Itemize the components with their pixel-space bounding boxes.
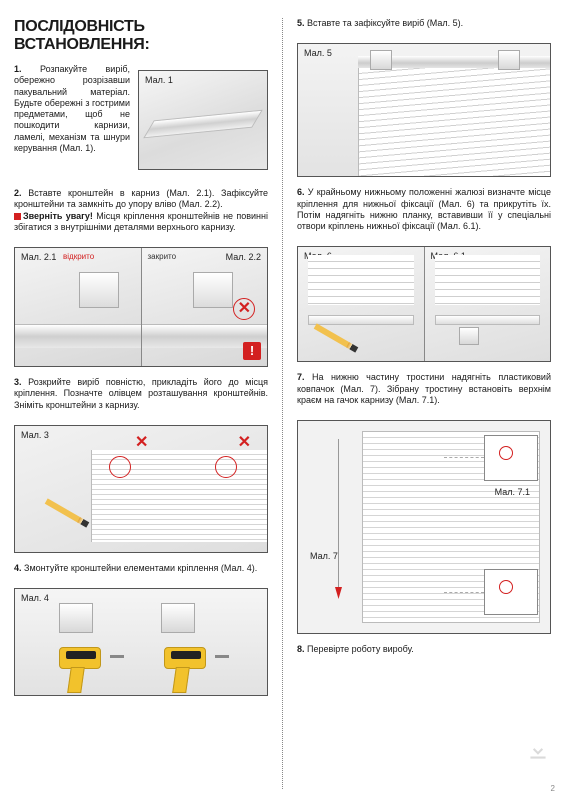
step-5: 5. Вставте та зафіксуйте виріб (Мал. 5). (297, 18, 551, 29)
fig6-bar-a (308, 315, 414, 325)
figure-2-2: закрито Мал. 2.2 ✕ ! (141, 248, 268, 366)
step-4-num: 4. (14, 563, 22, 573)
figure-6-b: Мал. 6.1 (424, 247, 551, 361)
page-title: ПОСЛІДОВНІСТЬ ВСТАНОВЛЕННЯ: (14, 18, 268, 54)
fig7-zoom-bottom (484, 569, 538, 615)
step-4-body: Змонтуйте кронштейни елементами кріпленн… (24, 563, 257, 573)
drill-icon (59, 647, 114, 695)
step-7-body: На нижню частину тростини надягніть плас… (297, 372, 551, 405)
fig6-slats-b (435, 255, 541, 305)
figure-6-a: Мал. 6 (298, 247, 424, 361)
fig2-beam-a (15, 324, 141, 348)
fig6-clip (459, 327, 479, 345)
figure-7-label: Мал. 7 (310, 551, 338, 561)
fig6-slats-a (308, 255, 414, 305)
step-6-body: У крайньому нижньому положенні жалюзі ви… (297, 187, 551, 231)
step-2-text: 2. Вставте кронштейн в карниз (Мал. 2.1)… (14, 188, 268, 211)
fig7-cord (338, 439, 339, 589)
step-5-text: 5. Вставте та зафіксуйте виріб (Мал. 5). (297, 18, 551, 29)
step-3: 3. Розкрийте виріб повністю, прикладіть … (14, 377, 268, 411)
step-2-warning: Зверніть увагу! Місця кріплення кронштей… (14, 211, 268, 234)
step-8-text: 8. Перевірте роботу виробу. (297, 644, 551, 655)
step-1-num: 1. (14, 64, 22, 74)
step-2-body: Вставте кронштейн в карниз (Мал. 2.1). З… (14, 188, 268, 209)
figure-2-1: Мал. 2.1 відкрито (15, 248, 141, 366)
fig5-bracket-a (370, 50, 392, 70)
step-6-num: 6. (297, 187, 305, 197)
figure-1: Мал. 1 (138, 70, 268, 170)
fig7-leader-a (444, 457, 484, 458)
figure-5: Мал. 5 (297, 43, 551, 177)
pencil-icon (45, 498, 90, 527)
step-1-body: Розпакуйте виріб, обережно розрізавши па… (14, 64, 130, 153)
figure-2: Мал. 2.1 відкрито закрито Мал. 2.2 ✕ ! (14, 247, 268, 367)
page-number: 2 (551, 784, 555, 793)
warning-bold: Зверніть увагу! (23, 211, 93, 221)
pencil-icon (314, 324, 359, 353)
figure-4-label: Мал. 4 (21, 593, 49, 603)
fig1-rail (143, 110, 263, 139)
figure-2-2-label: Мал. 2.2 (226, 252, 261, 262)
step-2: 2. Вставте кронштейн в карниз (Мал. 2.1)… (14, 188, 268, 233)
fig4-bracket-b (161, 603, 195, 633)
open-label: відкрито (63, 252, 94, 261)
figure-4: Мал. 4 (14, 588, 268, 696)
step-5-num: 5. (297, 18, 305, 28)
fig3-circle-b (215, 456, 237, 478)
figure-1-label: Мал. 1 (145, 75, 173, 85)
fig3-circle-a (109, 456, 131, 478)
x-mark-icon: ✕ (238, 298, 251, 318)
fig4-bracket-a (59, 603, 93, 633)
warning-badge-icon: ! (243, 342, 261, 360)
fig2-bracket-close (193, 272, 233, 308)
download-watermark-icon (517, 729, 559, 771)
x-mark-icon: ✕ (135, 432, 148, 452)
drill-icon (164, 647, 219, 695)
step-7-text: 7. На нижню частину тростини надягніть п… (297, 372, 551, 406)
step-3-num: 3. (14, 377, 22, 387)
warning-icon (14, 213, 21, 220)
fig7-zoom-top (484, 435, 538, 481)
step-6: 6. У крайньому нижньому положенні жалюзі… (297, 187, 551, 232)
step-1: 1. Розпакуйте виріб, обережно розрізавши… (14, 64, 268, 180)
figure-5-label: Мал. 5 (304, 48, 332, 58)
step-4-text: 4. Змонтуйте кронштейни елементами кріпл… (14, 563, 268, 574)
step-4: 4. Змонтуйте кронштейни елементами кріпл… (14, 563, 268, 574)
x-mark-icon: ✕ (238, 432, 251, 452)
figure-6: Мал. 6 Мал. 6.1 (297, 246, 551, 362)
step-5-body: Вставте та зафіксуйте виріб (Мал. 5). (307, 18, 463, 28)
step-6-text: 6. У крайньому нижньому положенні жалюзі… (297, 187, 551, 232)
fig6-bar-b (435, 315, 541, 325)
step-2-num: 2. (14, 188, 22, 198)
fig7-leader-b (444, 592, 484, 593)
figure-3: Мал. 3 ✕ ✕ (14, 425, 268, 553)
step-7: 7. На нижню частину тростини надягніть п… (297, 372, 551, 406)
right-column: 5. Вставте та зафіксуйте виріб (Мал. 5).… (297, 18, 551, 789)
figure-7: Мал. 7 Мал. 7.1 (297, 420, 551, 634)
step-1-text: 1. Розпакуйте виріб, обережно розрізавши… (14, 64, 130, 180)
step-3-body: Розкрийте виріб повністю, прикладіть йог… (14, 377, 268, 410)
step-8-body: Перевірте роботу виробу. (307, 644, 414, 654)
step-3-text: 3. Розкрийте виріб повністю, прикладіть … (14, 377, 268, 411)
figure-2-1-label: Мал. 2.1 (21, 252, 56, 262)
figure-7-1-label: Мал. 7.1 (495, 487, 530, 497)
step-8: 8. Перевірте роботу виробу. (297, 644, 551, 655)
column-divider (282, 18, 283, 789)
left-column: ПОСЛІДОВНІСТЬ ВСТАНОВЛЕННЯ: 1. Розпакуйт… (14, 18, 268, 789)
step-8-num: 8. (297, 644, 305, 654)
close-label: закрито (148, 252, 177, 261)
figure-3-label: Мал. 3 (21, 430, 49, 440)
step-7-num: 7. (297, 372, 305, 382)
fig5-bracket-b (498, 50, 520, 70)
fig2-bracket-open (79, 272, 119, 308)
fig5-blinds (358, 68, 550, 176)
